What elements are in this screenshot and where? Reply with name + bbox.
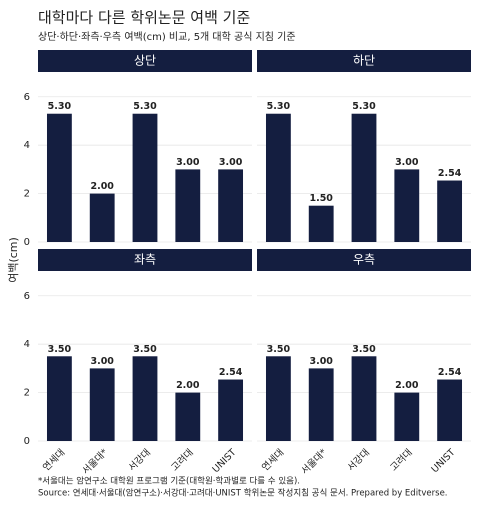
value-label: 3.00 <box>176 157 200 168</box>
value-label: 5.30 <box>267 101 291 112</box>
x-tick-label: 고려대 <box>388 446 415 473</box>
value-label: 2.00 <box>90 181 114 192</box>
x-tick-label: 서강대 <box>127 447 153 473</box>
value-label: 2.00 <box>176 380 200 391</box>
x-tick-label: 서울대* <box>80 447 110 477</box>
bar <box>265 113 291 242</box>
y-tick-label: 2 <box>24 189 30 200</box>
value-label: 3.50 <box>48 344 72 355</box>
chart-title: 대학마다 다른 학위논문 여백 기준 <box>38 9 250 27</box>
x-tick-label: 고려대 <box>169 446 196 473</box>
bar <box>394 392 420 441</box>
value-label: 2.54 <box>438 168 462 179</box>
value-label: 2.00 <box>395 380 419 391</box>
value-label: 3.50 <box>352 344 376 355</box>
value-label: 2.54 <box>219 367 243 378</box>
bar <box>437 180 463 242</box>
y-tick-label: 4 <box>24 339 30 350</box>
x-tick-label: UNIST <box>210 447 238 475</box>
bar <box>89 368 115 441</box>
x-tick-label: 서울대* <box>299 447 329 477</box>
footnote: *서울대는 암연구소 대학원 프로그램 기준(대학원·학과별로 다를 수 있음)… <box>38 476 300 487</box>
bar <box>89 193 115 242</box>
value-label: 5.30 <box>48 101 72 112</box>
bar <box>351 356 377 441</box>
value-label: 3.00 <box>309 356 333 367</box>
source-note: Source: 연세대·서울대(암연구소)·서강대·고려대·UNIST 학위논문… <box>38 488 448 499</box>
y-tick-label: 2 <box>24 388 30 399</box>
value-label: 3.50 <box>267 344 291 355</box>
bar <box>351 113 377 242</box>
bar <box>308 205 334 242</box>
y-tick-label: 6 <box>24 92 30 103</box>
facet-strip <box>257 249 471 271</box>
x-tick-label: 연세대 <box>260 447 286 473</box>
bar <box>46 113 72 242</box>
facet-label: 우측 <box>353 253 375 267</box>
facet-strip <box>38 50 252 72</box>
x-tick-label: UNIST <box>429 447 457 475</box>
x-tick-label: 연세대 <box>41 447 67 473</box>
bar <box>132 356 158 441</box>
bar <box>437 379 463 441</box>
facet-label: 상단 <box>134 54 156 68</box>
value-label: 1.50 <box>309 193 333 204</box>
facet-strip <box>257 50 471 72</box>
value-label: 5.30 <box>352 101 376 112</box>
facet-strip <box>38 249 252 271</box>
facet-label: 하단 <box>353 54 375 68</box>
bar <box>175 392 201 441</box>
facet-label: 좌측 <box>134 253 156 267</box>
bar <box>308 368 334 441</box>
bar <box>132 113 158 242</box>
value-label: 3.00 <box>90 356 114 367</box>
y-axis-label: 여백(cm) <box>7 237 20 283</box>
bar <box>218 379 244 441</box>
y-tick-label: 0 <box>24 436 30 447</box>
bar <box>46 356 72 441</box>
chart-subtitle: 상단·하단·좌측·우측 여백(cm) 비교, 5개 대학 공식 지침 기준 <box>38 30 296 43</box>
value-label: 3.50 <box>133 344 157 355</box>
y-tick-label: 0 <box>24 237 30 248</box>
y-tick-label: 6 <box>24 291 30 302</box>
value-label: 2.54 <box>438 367 462 378</box>
bar <box>265 356 291 441</box>
value-label: 3.00 <box>219 157 243 168</box>
bar <box>218 169 244 242</box>
bar <box>394 169 420 242</box>
x-tick-label: 서강대 <box>346 447 372 473</box>
value-label: 5.30 <box>133 101 157 112</box>
value-label: 3.00 <box>395 157 419 168</box>
bar <box>175 169 201 242</box>
y-tick-label: 4 <box>24 140 30 151</box>
